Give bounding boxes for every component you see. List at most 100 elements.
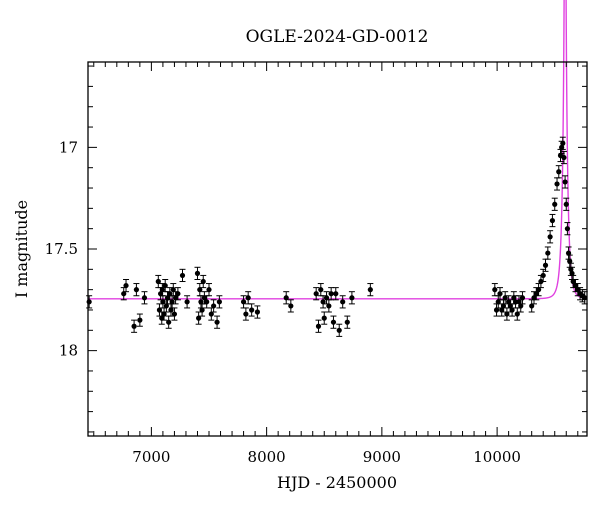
axes: 7000 8000 9000 10000 17 17.5 18 <box>45 62 587 466</box>
data-point <box>240 299 247 305</box>
data-point <box>320 299 326 305</box>
data-point <box>567 258 573 264</box>
y-axis-label: I magnitude <box>12 200 31 298</box>
data-point <box>198 299 204 305</box>
data-point <box>560 140 566 146</box>
data-point <box>570 278 576 285</box>
data-point <box>518 303 524 309</box>
data-point <box>175 291 181 297</box>
data-point <box>243 311 249 317</box>
data-point <box>502 295 508 301</box>
data-point <box>141 295 148 301</box>
data-point <box>123 282 129 289</box>
data-point <box>495 299 501 305</box>
data-point <box>211 303 217 309</box>
data-point <box>179 272 186 279</box>
data-point <box>201 295 207 301</box>
data-point <box>336 327 342 333</box>
data-point <box>519 295 526 301</box>
data-point <box>330 319 337 325</box>
data-point <box>556 169 562 175</box>
x-axis-label: HJD - 2450000 <box>277 473 397 492</box>
data-point <box>531 295 537 301</box>
data-point <box>168 307 174 313</box>
data-point <box>172 295 179 301</box>
data-point <box>565 250 572 256</box>
data-point <box>206 287 212 293</box>
data-point <box>554 181 560 187</box>
data-point <box>315 323 322 329</box>
data-point <box>156 307 163 313</box>
data-point <box>171 311 178 317</box>
data-point <box>137 317 143 323</box>
data-point <box>131 323 137 329</box>
data-point <box>535 287 542 293</box>
data-point <box>204 299 210 305</box>
data-point <box>323 295 330 301</box>
data-point <box>159 287 165 293</box>
data-point <box>155 278 161 285</box>
data-point <box>133 287 140 293</box>
plot-area <box>86 0 588 337</box>
y-tick-label: 18 <box>59 342 78 360</box>
data-point <box>344 319 350 325</box>
data-point <box>493 307 500 313</box>
data-point <box>170 287 176 293</box>
data-point <box>326 303 332 309</box>
x-tick-label: 8000 <box>248 448 286 466</box>
y-tick-label: 17.5 <box>45 240 78 258</box>
data-point <box>194 270 201 276</box>
data-point <box>164 295 171 301</box>
x-tick-label: 9000 <box>363 448 401 466</box>
data-point <box>564 226 571 232</box>
data-point <box>500 303 507 309</box>
data-point <box>321 315 327 321</box>
data-point <box>216 299 222 305</box>
data-point <box>492 287 498 293</box>
data-point <box>533 291 539 297</box>
data-point <box>582 295 588 301</box>
x-tick-label: 10000 <box>473 448 521 466</box>
data-point <box>529 303 535 309</box>
data-point <box>367 287 373 293</box>
data-point <box>162 282 168 289</box>
data-point <box>169 299 175 305</box>
data-point <box>86 299 92 305</box>
data-point <box>196 315 202 321</box>
data-point <box>328 291 334 297</box>
data-point <box>166 319 172 325</box>
data-point <box>562 179 568 185</box>
data-point <box>160 299 166 305</box>
data-point <box>542 262 549 268</box>
data-point <box>547 234 553 240</box>
data-point <box>545 250 551 256</box>
data-point <box>340 299 346 305</box>
data-point <box>214 319 220 325</box>
data-point <box>540 272 546 279</box>
data-point <box>254 309 261 315</box>
data-point <box>121 291 127 297</box>
data-point <box>572 282 579 289</box>
data-point <box>333 291 339 297</box>
data-point <box>163 303 169 309</box>
y-tick-label: 17 <box>59 138 78 156</box>
data-point <box>197 287 203 293</box>
data-point <box>184 299 190 305</box>
data-point <box>509 307 515 313</box>
plot-frame <box>87 61 588 437</box>
data-point <box>349 295 355 301</box>
data-point <box>549 217 556 224</box>
data-point <box>552 201 558 207</box>
data-point <box>249 307 255 313</box>
chart-title: OGLE-2024-GD-0012 <box>246 27 429 47</box>
data-point <box>561 154 567 161</box>
data-point <box>497 291 503 297</box>
data-point <box>318 287 324 293</box>
data-point <box>199 307 205 313</box>
data-point <box>563 201 569 207</box>
data-point <box>575 287 581 293</box>
data-point <box>569 270 575 276</box>
data-point <box>504 311 510 317</box>
x-tick-label: 7000 <box>132 448 170 466</box>
